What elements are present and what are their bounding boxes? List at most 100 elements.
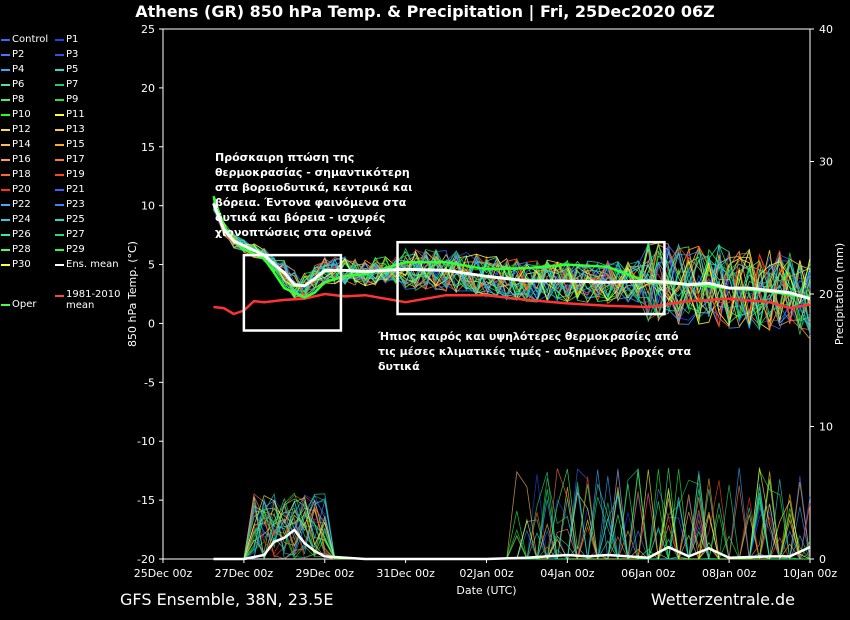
legend-label: 1981-2010 mean	[66, 289, 121, 311]
annotation-line: Πρόσκαιρη πτώση της	[215, 151, 355, 164]
y-tick-label: 0	[148, 317, 155, 330]
legend-item: P22	[1, 199, 31, 210]
legend-swatch	[55, 173, 64, 176]
ens-mean-line	[212, 202, 811, 301]
legend-item: P8	[1, 94, 24, 105]
legend-item: P1	[55, 34, 78, 45]
legend-swatch	[1, 233, 10, 236]
legend-swatch	[1, 248, 10, 251]
legend-swatch	[1, 98, 10, 101]
legend-swatch	[55, 128, 64, 131]
legend-item: P20	[1, 184, 31, 195]
legend-label: P5	[66, 64, 79, 75]
legend-label: P12	[12, 124, 31, 135]
y2-axis-label: Precipitation (mm)	[833, 243, 846, 345]
legend-swatch	[55, 53, 64, 56]
legend-label: P10	[12, 109, 31, 120]
x-tick-label: 06Jan 00z	[621, 567, 675, 580]
legend-item: P26	[1, 229, 31, 240]
annotation-cooling: Πρόσκαιρη πτώση της θερμοκρασίας - σημαντ…	[215, 150, 412, 240]
legend-item: P21	[55, 184, 85, 195]
legend-label: P7	[66, 79, 79, 90]
legend-item: P17	[55, 154, 85, 165]
legend-label: P27	[66, 229, 85, 240]
x-tick-label: 31Dec 00z	[376, 567, 435, 580]
legend-label: P21	[66, 184, 85, 195]
y2-tick-label: 20	[819, 288, 833, 301]
x-tick-label: 27Dec 00z	[215, 567, 274, 580]
legend-item: P11	[55, 109, 85, 120]
legend-item: P18	[1, 169, 31, 180]
legend-label: P8	[12, 94, 25, 105]
legend-item: Control	[1, 34, 48, 45]
legend-item: P27	[55, 229, 85, 240]
legend-item: P30	[1, 259, 31, 270]
legend-item: P2	[1, 49, 24, 60]
legend-item: P4	[1, 64, 24, 75]
legend-label: P25	[66, 214, 85, 225]
legend-swatch	[55, 143, 64, 146]
legend-label: P20	[12, 184, 31, 195]
y2-tick-label: 0	[819, 553, 826, 566]
legend-label: P22	[12, 199, 31, 210]
legend-label: P6	[12, 79, 25, 90]
legend-item: P15	[55, 139, 85, 150]
annotation-line: στα βορειοδυτικά, κεντρικά και	[215, 181, 413, 194]
y-tick-label: 15	[141, 141, 155, 154]
legend-swatch	[55, 233, 64, 236]
legend-item: P23	[55, 199, 85, 210]
legend-label: P4	[12, 64, 25, 75]
legend-item: P9	[55, 94, 78, 105]
x-tick-label: 25Dec 00z	[134, 567, 193, 580]
legend-swatch	[1, 113, 10, 116]
legend-swatch	[1, 83, 10, 86]
x-tick-label: 04Jan 00z	[540, 567, 594, 580]
y-axis-label: 850 hPa Temp. (°C)	[126, 241, 139, 347]
legend-label: P1	[66, 34, 79, 45]
legend-swatch	[55, 38, 64, 41]
member-temp-line	[213, 206, 811, 317]
legend-item: P7	[55, 79, 78, 90]
legend-item: P19	[55, 169, 85, 180]
legend-item: P13	[55, 124, 85, 135]
legend-swatch	[55, 188, 64, 191]
legend-item: P10	[1, 109, 31, 120]
annotation-line: δυτικά	[378, 360, 420, 373]
highlight-box	[396, 240, 666, 316]
highlight-box	[242, 253, 343, 332]
legend-item: P28	[1, 244, 31, 255]
legend-item: P29	[55, 244, 85, 255]
annotation-line: θερμοκρασίας - σημαντικότερη	[215, 166, 410, 179]
legend-swatch	[1, 158, 10, 161]
annotation-mild: Ήπιος καιρός και υψηλότερες θερμοκρασίες…	[378, 329, 691, 374]
y-tick-label: 25	[141, 23, 155, 36]
legend-label: P26	[12, 229, 31, 240]
legend-label: P2	[12, 49, 25, 60]
y2-tick-label: 10	[819, 421, 833, 434]
legend-label: P28	[12, 244, 31, 255]
legend-label: P29	[66, 244, 85, 255]
legend-item: P25	[55, 214, 85, 225]
regions-layer	[242, 240, 666, 332]
legend-label: P9	[66, 94, 79, 105]
legend-swatch	[1, 68, 10, 71]
legend-swatch	[55, 68, 64, 71]
x-axis-label: Date (UTC)	[456, 584, 516, 597]
legend-label: P18	[12, 169, 31, 180]
annotation-line: Ήπιος καιρός και υψηλότερες θερμοκρασίες…	[378, 330, 679, 343]
y-tick-label: -15	[137, 494, 155, 507]
annotation-line: βόρεια. Έντονα φαινόμενα στα	[215, 196, 407, 209]
legend-swatch	[55, 295, 64, 297]
climate-mean-line	[213, 292, 811, 316]
legend-swatch	[55, 203, 64, 206]
x-tick-label: 08Jan 00z	[702, 567, 756, 580]
x-tick-label: 02Jan 00z	[459, 567, 513, 580]
legend-swatch	[1, 38, 10, 41]
legend-label: P13	[66, 124, 85, 135]
ticks-layer: -20 -15 -10 -5 0 5 10 15 20 25 0 10 20 30 40 25Dec 00z 2…	[126, 23, 846, 597]
legend-label: P30	[12, 259, 31, 270]
x-tick-label: 10Jan 00z	[783, 567, 837, 580]
legend-item: P3	[55, 49, 78, 60]
legend-label: P19	[66, 169, 85, 180]
